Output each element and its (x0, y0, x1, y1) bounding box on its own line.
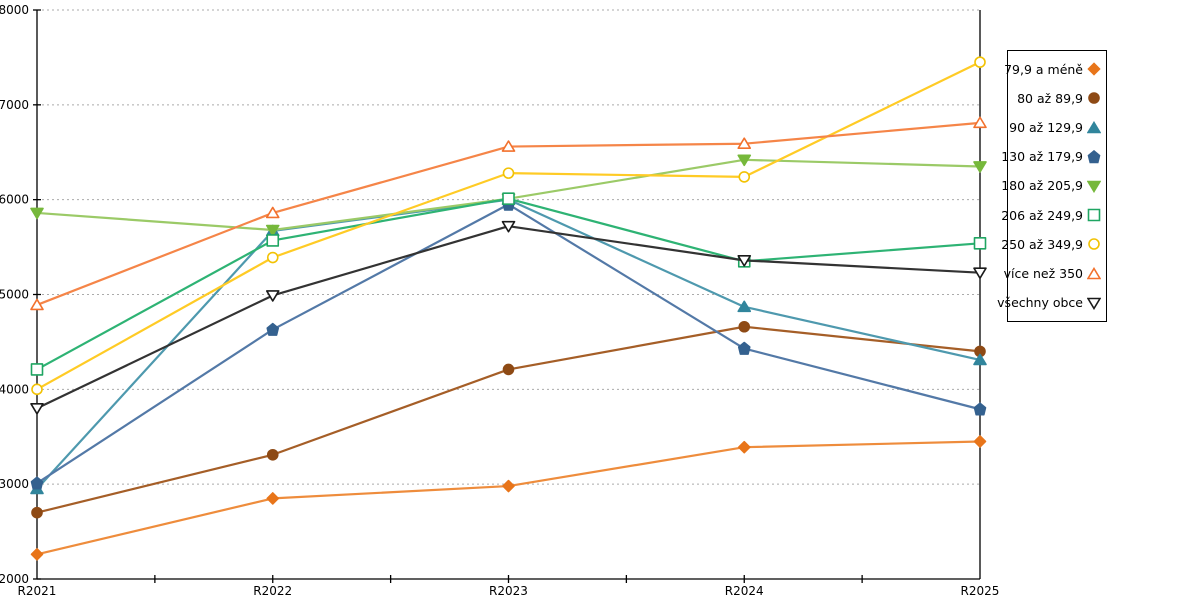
series-line-4 (36, 203, 981, 485)
data-point-marker (973, 116, 987, 129)
data-point-marker (265, 290, 280, 302)
y-tick-label: 6000 (0, 193, 29, 207)
data-point-marker (266, 448, 279, 461)
legend-label: 206 až 249,9 (1001, 207, 1083, 223)
legend-label: 90 až 129,9 (1009, 120, 1083, 136)
data-point-marker (502, 363, 515, 376)
series-line-1 (36, 440, 981, 556)
legend-marker-shape (1087, 62, 1101, 76)
data-point-marker (737, 154, 752, 167)
legend-label: 250 až 349,9 (1001, 236, 1083, 252)
diamond-marker-icon (1087, 62, 1101, 76)
data-point-marker (501, 220, 516, 233)
y-tick-label: 4000 (0, 382, 29, 396)
data-point-marker (973, 236, 987, 250)
data-point-marker (266, 322, 280, 336)
x-tick-label: R2024 (725, 584, 764, 598)
data-point-marker (30, 298, 44, 311)
data-point-marker (502, 192, 515, 206)
data-point-marker (974, 56, 986, 68)
legend-item-3: 90 až 129,9 (1008, 115, 1106, 141)
legend-item-5: 180 až 205,9 (1001, 173, 1106, 199)
legend-item-1: 79,9 a méně (1004, 56, 1106, 82)
data-point-marker (31, 506, 43, 519)
triangle-down-marker-icon (1087, 297, 1101, 310)
data-point-marker (737, 255, 752, 267)
data-point-marker (502, 479, 515, 493)
legend-label: všechny obce (997, 295, 1083, 311)
legend-marker-shape (1087, 120, 1101, 133)
legend-marker-shape (1088, 92, 1100, 105)
data-point-marker (265, 206, 280, 219)
data-point-marker (30, 476, 44, 490)
data-point-marker (737, 137, 752, 150)
data-point-marker (738, 171, 751, 183)
data-point-marker (30, 363, 44, 376)
legend-item-6: 206 až 249,9 (1001, 202, 1106, 228)
legend-label: 79,9 a méně (1004, 61, 1083, 77)
pentagon-marker-icon (1087, 149, 1101, 164)
y-tick-label: 3000 (0, 477, 29, 491)
triangle-up-marker-icon (1087, 266, 1101, 279)
data-point-marker (737, 440, 751, 454)
data-point-marker (266, 234, 280, 247)
legend-marker-shape (1087, 180, 1101, 193)
circle-marker-icon (1088, 238, 1100, 251)
legend-item-9: všechny obce (997, 290, 1106, 316)
data-point-marker (265, 224, 280, 237)
data-point-marker (502, 167, 515, 179)
legend-label: 80 až 89,9 (1017, 90, 1083, 106)
legend-marker-shape (1087, 149, 1101, 164)
data-point-marker (738, 320, 751, 333)
legend-marker-shape (1087, 208, 1101, 222)
data-point-marker (30, 403, 44, 415)
data-point-marker (30, 207, 44, 220)
data-point-marker (973, 267, 987, 279)
legend-label: 130 až 179,9 (1001, 149, 1083, 165)
circle-marker-icon (1088, 92, 1100, 105)
square-marker-icon (1087, 208, 1101, 222)
x-tick-label: R2021 (18, 584, 57, 598)
legend-label: 180 až 205,9 (1001, 178, 1083, 194)
x-tick-label: R2025 (961, 584, 1000, 598)
data-point-marker (973, 402, 987, 416)
x-tick-label: R2022 (253, 584, 292, 598)
legend-item-8: více než 350 (1004, 261, 1106, 287)
legend-item-2: 80 až 89,9 (1008, 85, 1106, 111)
legend-item-7: 250 až 349,9 (1001, 231, 1106, 257)
data-point-marker (973, 435, 987, 448)
triangle-up-marker-icon (1087, 120, 1101, 133)
data-point-marker (737, 300, 752, 313)
data-point-marker (973, 353, 987, 366)
data-point-marker (266, 251, 279, 264)
x-tick-label: R2023 (489, 584, 528, 598)
data-point-marker (266, 492, 280, 505)
chart-legend: 79,9 a méně 80 až 89,9 90 až 129,9 130 až 1… (997, 50, 1107, 322)
legend-marker-shape (1087, 297, 1101, 310)
legend-marker-shape (1087, 266, 1101, 279)
y-tick-label: 7000 (0, 98, 29, 112)
data-point-marker (973, 161, 987, 173)
legend-label: více než 350 (1003, 266, 1083, 281)
triangle-down-marker-icon (1087, 180, 1101, 193)
y-tick-label: 2000 (0, 572, 29, 586)
legend-marker-shape (1088, 238, 1100, 251)
legend-item-4: 130 až 179,9 (1001, 144, 1106, 170)
data-point-marker (737, 341, 751, 355)
data-point-marker (30, 548, 44, 561)
y-tick-label: 8000 (0, 3, 29, 17)
data-point-marker (501, 140, 516, 152)
y-tick-label: 5000 (0, 288, 29, 302)
data-point-marker (31, 383, 43, 396)
